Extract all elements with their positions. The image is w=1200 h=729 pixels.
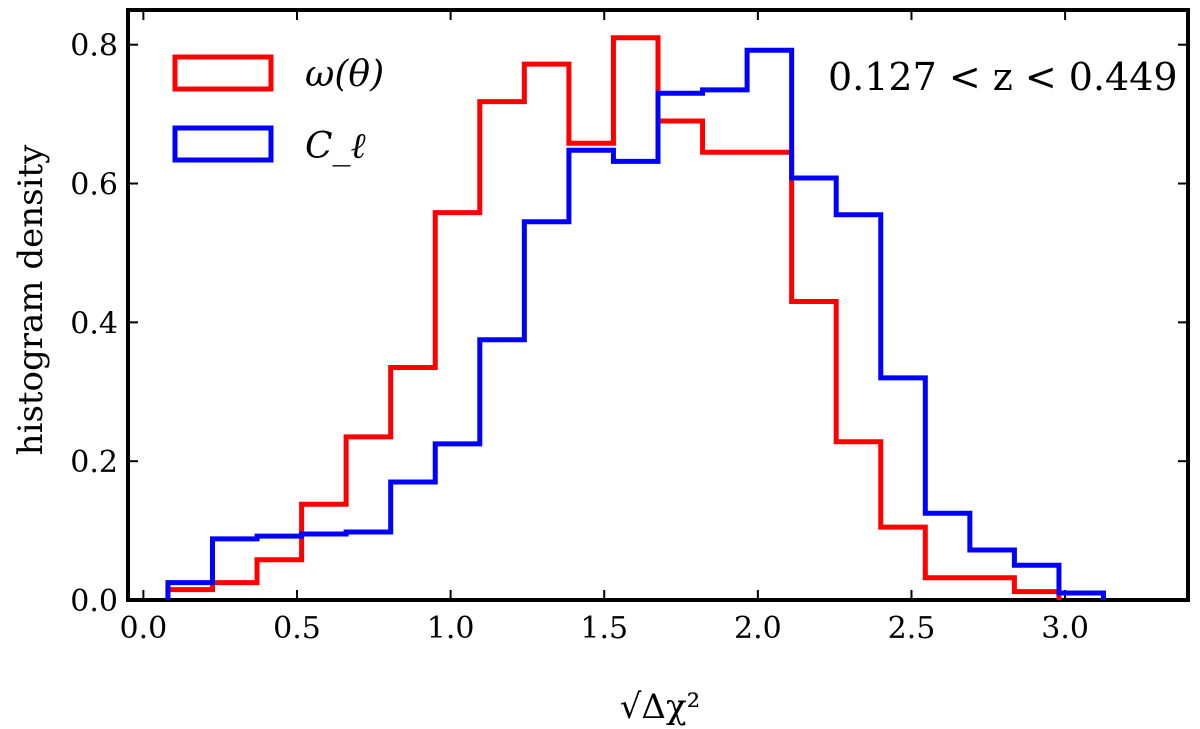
redshift-range-annotation: 0.127 < z < 0.449 [828,55,1178,99]
y-axis-ticks: 0.0 0.2 0.4 0.6 0.8 [70,29,1188,619]
series-layer [165,35,1107,600]
legend: ω(θ) C_ℓ [172,54,384,167]
x-tick-label: 2.0 [734,611,782,646]
x-tick-label: 3.0 [1041,611,1089,646]
x-tick-label: 1.0 [427,611,475,646]
histogram-series-1 [165,47,1107,600]
x-tick-label: 1.5 [580,611,628,646]
y-tick-label: 0.4 [70,306,118,341]
legend-swatch-omega [172,54,274,92]
plot-frame [126,8,1190,602]
y-tick-label: 0.0 [70,584,118,619]
y-tick-label: 0.8 [70,29,118,64]
x-tick-label: 0.0 [120,611,168,646]
x-axis-ticks: 0.0 0.5 1.0 1.5 2.0 2.5 3.0 [120,10,1089,646]
legend-swatch-cl [172,125,274,163]
y-axis-label: histogram density [11,144,51,455]
y-tick-label: 0.2 [70,445,118,480]
y-tick-label: 0.6 [70,168,118,203]
x-tick-label: 0.5 [273,611,321,646]
x-axis-label: √Δχ² [620,687,700,727]
legend-label-cl: C_ℓ [305,126,366,167]
legend-label-omega: ω(θ) [305,54,384,95]
x-tick-label: 2.5 [888,611,936,646]
